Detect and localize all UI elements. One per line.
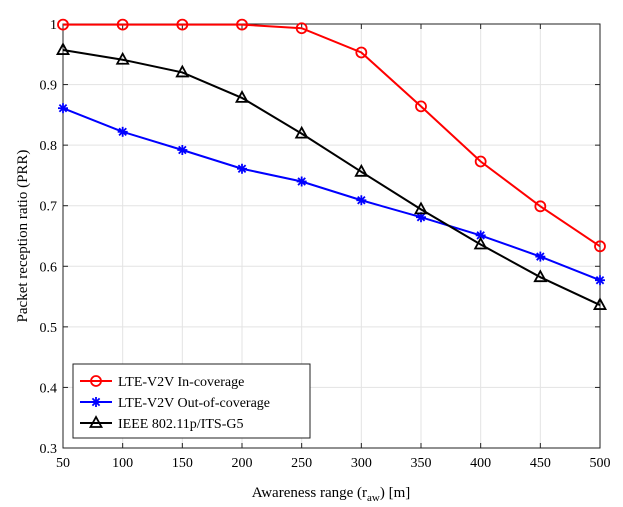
series-1 xyxy=(57,18,606,253)
data-point xyxy=(413,201,429,215)
asterisk-stroke xyxy=(416,212,426,222)
x-tick-label: 450 xyxy=(530,456,551,471)
data-point xyxy=(355,46,368,59)
legend-marker xyxy=(88,415,104,428)
asterisk-stroke xyxy=(91,397,101,407)
series-2 xyxy=(58,103,605,286)
data-point xyxy=(534,200,547,213)
x-axis-label: Awareness range (raw) [m] xyxy=(252,485,410,504)
data-point xyxy=(295,22,308,35)
data-point xyxy=(57,18,69,31)
x-axis-label-subscript: aw xyxy=(367,492,380,504)
y-tick-label: 0.7 xyxy=(40,200,58,215)
data-point xyxy=(175,64,190,78)
y-tick-label: 0.6 xyxy=(40,260,58,275)
series-line xyxy=(62,49,601,306)
data-point xyxy=(296,176,307,187)
axis-ticks: 50 100 150 200 250 300 350 400 450 500 0.3 0.4 0.5 0.… xyxy=(40,18,611,471)
legend: LTE-V2V In-coverage LTE-V2V Out-of-covera… xyxy=(72,363,311,439)
x-tick-label: 50 xyxy=(56,456,70,471)
data-point xyxy=(533,269,548,283)
data-point xyxy=(354,163,369,177)
data-point xyxy=(473,236,488,250)
data-point xyxy=(234,90,250,103)
data-point xyxy=(55,42,71,55)
series-3 xyxy=(55,42,608,310)
y-tick-label: 0.5 xyxy=(40,321,58,336)
data-point xyxy=(594,240,606,253)
x-tick-label: 500 xyxy=(590,456,611,471)
x-tick-label: 250 xyxy=(291,456,312,471)
data-point xyxy=(176,18,189,31)
data-point xyxy=(237,163,247,174)
x-tick-label: 150 xyxy=(172,456,193,471)
legend-label: IEEE 802.11p/ITS-G5 xyxy=(118,417,243,432)
data-point xyxy=(595,275,605,286)
y-tick-label: 0.4 xyxy=(40,381,58,396)
x-tick-label: 350 xyxy=(411,456,432,471)
asterisk-stroke xyxy=(118,127,127,137)
legend-marker xyxy=(91,397,101,407)
y-axis-label: Packet reception ratio (PRR) xyxy=(15,150,31,323)
series-group xyxy=(55,18,608,310)
data-point xyxy=(117,126,128,137)
data-point xyxy=(177,144,188,155)
x-tick-label: 400 xyxy=(470,456,491,471)
x-axis-label-main: Awareness range (r xyxy=(252,485,367,501)
y-tick-label: 1 xyxy=(50,18,57,33)
y-tick-label: 0.3 xyxy=(40,442,58,457)
asterisk-stroke xyxy=(476,231,485,240)
data-point xyxy=(236,18,248,31)
series-line xyxy=(63,23,601,248)
x-tick-label: 300 xyxy=(351,456,372,471)
data-point xyxy=(58,103,68,114)
series-line xyxy=(62,107,601,282)
data-point xyxy=(294,125,309,139)
data-point xyxy=(592,297,608,310)
plot-frame xyxy=(62,23,601,449)
asterisk-stroke xyxy=(536,252,545,261)
data-point xyxy=(116,18,129,31)
data-point xyxy=(415,100,427,113)
asterisk-stroke xyxy=(237,164,247,174)
asterisk-stroke xyxy=(595,275,605,285)
data-point xyxy=(474,155,487,168)
asterisk-stroke xyxy=(357,196,366,205)
legend-box xyxy=(72,363,311,439)
legend-item-1: LTE-V2V In-coverage xyxy=(80,375,244,390)
legend-item-2: LTE-V2V Out-of-coverage xyxy=(80,396,270,411)
data-point xyxy=(115,51,130,65)
data-point xyxy=(535,251,546,262)
asterisk-stroke xyxy=(297,177,306,186)
asterisk-stroke xyxy=(58,103,68,113)
legend-marker xyxy=(90,375,102,387)
legend-label: LTE-V2V In-coverage xyxy=(118,375,244,390)
data-point xyxy=(356,195,367,206)
legend-item-3: IEEE 802.11p/ITS-G5 xyxy=(80,415,243,432)
x-axis-label-suffix: ) [m] xyxy=(380,485,410,501)
x-tick-label: 200 xyxy=(232,456,253,471)
legend-label: LTE-V2V Out-of-coverage xyxy=(118,396,270,411)
y-tick-label: 0.8 xyxy=(40,139,58,154)
x-tick-label: 100 xyxy=(112,456,133,471)
y-tick-label: 0.9 xyxy=(40,79,58,94)
asterisk-stroke xyxy=(178,145,187,155)
